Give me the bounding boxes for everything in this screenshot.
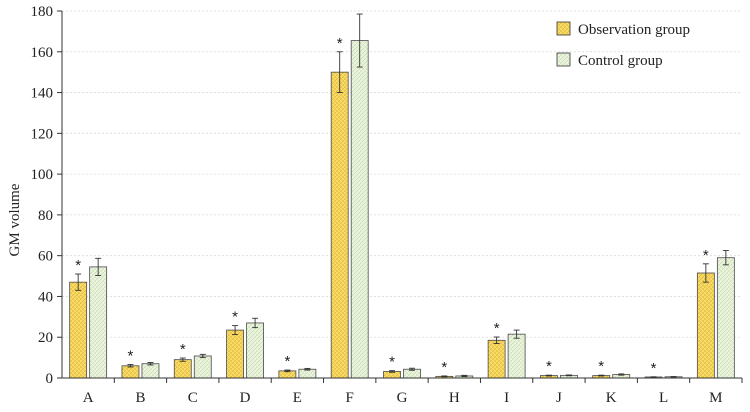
significance-star: * <box>703 247 709 264</box>
y-tick-label: 120 <box>31 126 54 142</box>
significance-star: * <box>180 341 186 358</box>
y-tick-label: 160 <box>31 45 54 61</box>
axes: 0 20 40 60 80 100 120 140 160 180 A B C D E F G H I J K L M <box>31 4 743 406</box>
y-tick-label: 0 <box>46 371 54 387</box>
x-category-label: A <box>83 390 94 406</box>
bar-observation <box>173 359 192 379</box>
x-category-label: J <box>556 390 562 406</box>
significance-star: * <box>494 320 500 337</box>
y-tick-label: 40 <box>38 289 53 305</box>
bar-control <box>716 257 735 379</box>
significance-star: * <box>651 360 657 377</box>
bars: * * * * * * * * * * * * * <box>69 13 735 379</box>
bar-control <box>350 40 369 379</box>
y-tick-label: 20 <box>38 330 53 346</box>
significance-star: * <box>389 354 395 371</box>
x-category-label: D <box>240 390 251 406</box>
legend: Observation group Control group <box>556 21 690 69</box>
significance-star: * <box>546 358 552 375</box>
bar-observation <box>226 329 244 379</box>
significance-star: * <box>75 257 81 274</box>
x-category-label: K <box>606 390 617 406</box>
x-category-label: C <box>188 390 198 406</box>
x-category-label: M <box>709 390 722 406</box>
bar-observation <box>696 272 715 379</box>
y-tick-label: 180 <box>31 4 54 20</box>
legend-swatch-observation <box>556 21 571 36</box>
significance-star: * <box>284 353 290 370</box>
y-tick-label: 100 <box>31 167 54 183</box>
bar-observation <box>121 365 140 379</box>
bar-control <box>507 333 526 379</box>
legend-label-control: Control group <box>578 53 663 69</box>
bar-control <box>193 355 212 379</box>
y-tick-label: 60 <box>38 249 53 265</box>
legend-swatch-control <box>556 52 571 67</box>
bar-control <box>141 363 160 379</box>
y-axis-title: GM volume <box>7 183 23 256</box>
bar-observation <box>69 281 88 379</box>
bar-observation <box>330 71 349 379</box>
x-category-label: L <box>659 390 668 406</box>
significance-star: * <box>232 309 238 326</box>
bar-control <box>246 322 264 379</box>
x-category-label: B <box>135 390 145 406</box>
bar-observation <box>487 339 506 379</box>
significance-star: * <box>441 359 447 376</box>
significance-star: * <box>337 35 343 52</box>
x-category-label: G <box>397 390 408 406</box>
y-tick-label: 80 <box>38 208 53 224</box>
legend-label-observation: Observation group <box>578 22 690 38</box>
x-category-label: E <box>293 390 302 406</box>
bar-control <box>298 368 317 379</box>
x-category-label: F <box>346 390 354 406</box>
bar-control <box>89 266 108 379</box>
x-category-label: I <box>504 390 509 406</box>
x-category-label: H <box>449 390 460 406</box>
significance-star: * <box>598 358 604 375</box>
significance-star: * <box>128 348 134 365</box>
y-tick-label: 140 <box>31 86 54 102</box>
gridlines <box>62 10 742 338</box>
